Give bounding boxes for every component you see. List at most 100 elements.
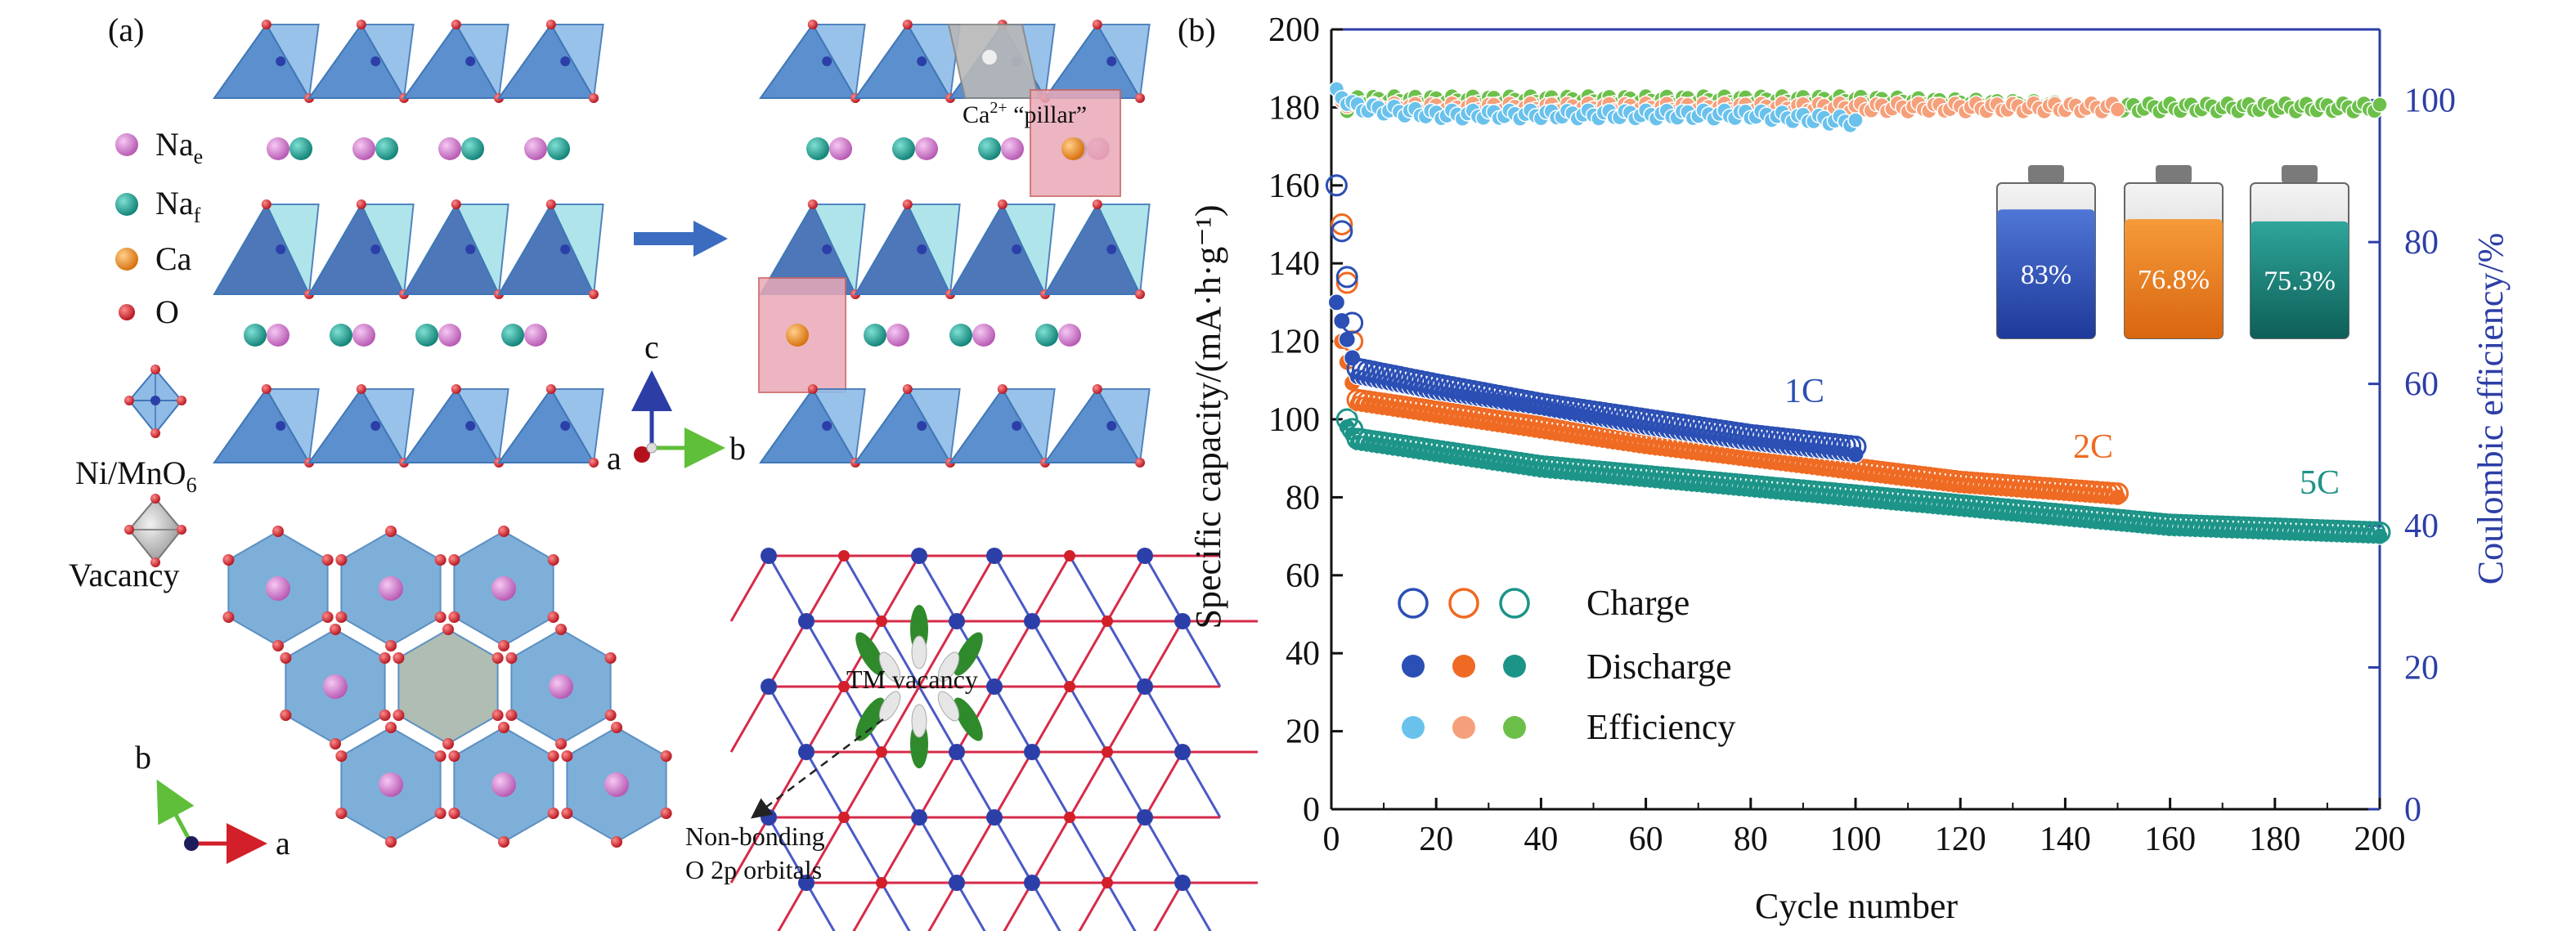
bond-line: [1153, 882, 1184, 931]
o2p-orbital-lobe: [878, 651, 901, 683]
tm-atom: [1174, 875, 1191, 891]
y-left-tick-label: 80: [1286, 479, 1320, 517]
oxygen-atom: [272, 640, 284, 651]
bond-line: [1143, 751, 1184, 818]
bond-line: [842, 555, 883, 622]
octahedron-light-face: [550, 388, 604, 466]
oxygen-atom: [589, 458, 599, 468]
bond-line: [805, 817, 846, 884]
y-right-tick-label: 60: [2404, 366, 2439, 404]
bond-line: [1030, 555, 1071, 622]
octahedral-layer-bottom: [213, 384, 604, 468]
axis-b-top-label: b: [135, 739, 151, 776]
tm-atom: [1106, 421, 1117, 431]
y-left-tick-label: 140: [1268, 245, 1320, 283]
tm-atom: [560, 56, 571, 66]
bond-line: [1068, 817, 1109, 884]
oxygen-atom: [876, 877, 887, 888]
vacancy-octahedron-icon: [124, 494, 186, 567]
o2p-orbital-lobe: [954, 632, 983, 676]
octahedral-layer-top: [213, 20, 604, 103]
octahedron-light-face: [265, 204, 320, 298]
bond-line: [1143, 817, 1184, 884]
octahedron-light-face: [1096, 388, 1151, 466]
charge-point: [1325, 174, 1348, 197]
tm-atom: [798, 744, 815, 760]
tm-atom: [986, 678, 1003, 695]
oxygen-atom: [434, 808, 447, 819]
x-tick-label: 140: [2040, 821, 2091, 858]
bond-line: [1181, 882, 1212, 931]
legend-efficiency-marker: [1452, 716, 1475, 739]
na-atom: [1001, 137, 1024, 160]
y-right-tick-label: 80: [2404, 224, 2439, 262]
battery-cap: [2028, 165, 2064, 183]
legend-o-ball: [119, 304, 135, 320]
o2p-orbital-lobe: [937, 651, 960, 683]
x-tick-label: 40: [1524, 821, 1558, 858]
oxygen-atom: [838, 812, 850, 823]
x-tick-label: 100: [1830, 821, 1882, 858]
x-tick-label: 0: [1323, 821, 1340, 858]
tm-atom: [276, 56, 286, 66]
bond-line: [993, 555, 1034, 622]
axis-a-top-label: a: [276, 825, 290, 862]
bond-line: [993, 686, 1034, 753]
na-atom: [244, 324, 267, 347]
bond-line: [1106, 882, 1137, 931]
tm-atom: [761, 548, 777, 564]
legend-discharge-label: Discharge: [1586, 647, 1732, 687]
bond-line: [918, 686, 958, 753]
oxygen-atom: [280, 652, 292, 664]
oxygen-atom: [660, 808, 672, 819]
x-tick-label: 80: [1734, 821, 1768, 858]
tm-vacancy-lattice: [729, 548, 1258, 931]
tm-atom: [1024, 744, 1040, 760]
octahedron-light-face: [550, 24, 604, 101]
layered-structure-right: [758, 20, 1151, 468]
oxygen-atom: [589, 289, 599, 299]
oxygen-atom: [280, 709, 292, 721]
oxygen-atom: [505, 652, 518, 664]
na-atom: [438, 137, 461, 160]
y-left-axis-title: Specific capacity/(mA·h·g⁻¹): [1188, 205, 1228, 629]
bond-line: [880, 555, 921, 622]
bond-line: [1003, 882, 1034, 931]
rate-label-2c: 2C: [2073, 428, 2113, 466]
na-atom: [491, 576, 516, 601]
vacancy-label: Vacancy: [69, 557, 179, 593]
bond-line: [1030, 751, 1071, 818]
transformation-arrow: [634, 221, 728, 257]
oxygen-atom: [356, 20, 366, 29]
bond-line: [1068, 555, 1109, 622]
o2p-orbital-lobe: [954, 697, 983, 741]
ca-atom: [1061, 137, 1084, 160]
bond-line: [729, 555, 770, 622]
axes-top-view: b a: [135, 739, 290, 864]
octahedron-light-face: [1001, 204, 1056, 298]
oxygen-atom: [838, 550, 850, 562]
battery-cap: [2156, 165, 2192, 183]
oxygen-atom: [611, 836, 622, 848]
tm-atom: [798, 613, 815, 629]
bond-line: [1106, 751, 1147, 818]
battery-2c: 76.8%: [2124, 165, 2224, 339]
tm-vacancy-label: TM vacancy: [846, 665, 978, 694]
oxygen-atom: [807, 384, 818, 394]
oxygen-atom: [356, 384, 366, 394]
oxygen-atom: [545, 199, 556, 209]
na-atom: [289, 137, 312, 160]
oxygen-atom: [505, 709, 518, 721]
oxygen-atom: [1092, 20, 1102, 29]
series-2c: [1331, 93, 2129, 507]
bond-line: [1068, 751, 1109, 818]
na-atom: [892, 137, 915, 160]
oxygen-atom: [261, 199, 272, 209]
oxygen-atom: [335, 808, 348, 819]
na-atom: [461, 137, 484, 160]
o2p-orbital-lobe: [911, 704, 927, 738]
x-tick-label: 60: [1629, 821, 1663, 858]
na-atom: [549, 674, 573, 699]
bond-line: [1030, 620, 1071, 687]
oxygen-atom: [385, 640, 397, 651]
